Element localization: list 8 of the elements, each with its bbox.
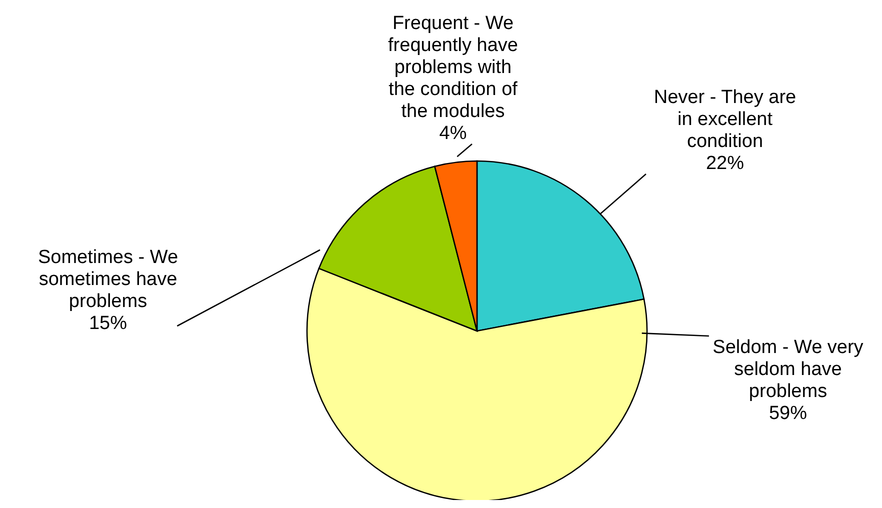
- data-label: 22%: [706, 153, 744, 174]
- data-label: 59%: [768, 403, 808, 424]
- slice-label: Sometimes - We sometimes have problems: [38, 247, 178, 312]
- data-label: 15%: [88, 313, 128, 334]
- slice-label: Never - They are in excellent condition: [654, 87, 796, 152]
- data-label: 4%: [439, 123, 467, 144]
- slice-label: Seldom - We very seldom have problems: [712, 337, 864, 402]
- slice-label: Frequent - We frequently have problems with the condition of the modules: [388, 13, 518, 122]
